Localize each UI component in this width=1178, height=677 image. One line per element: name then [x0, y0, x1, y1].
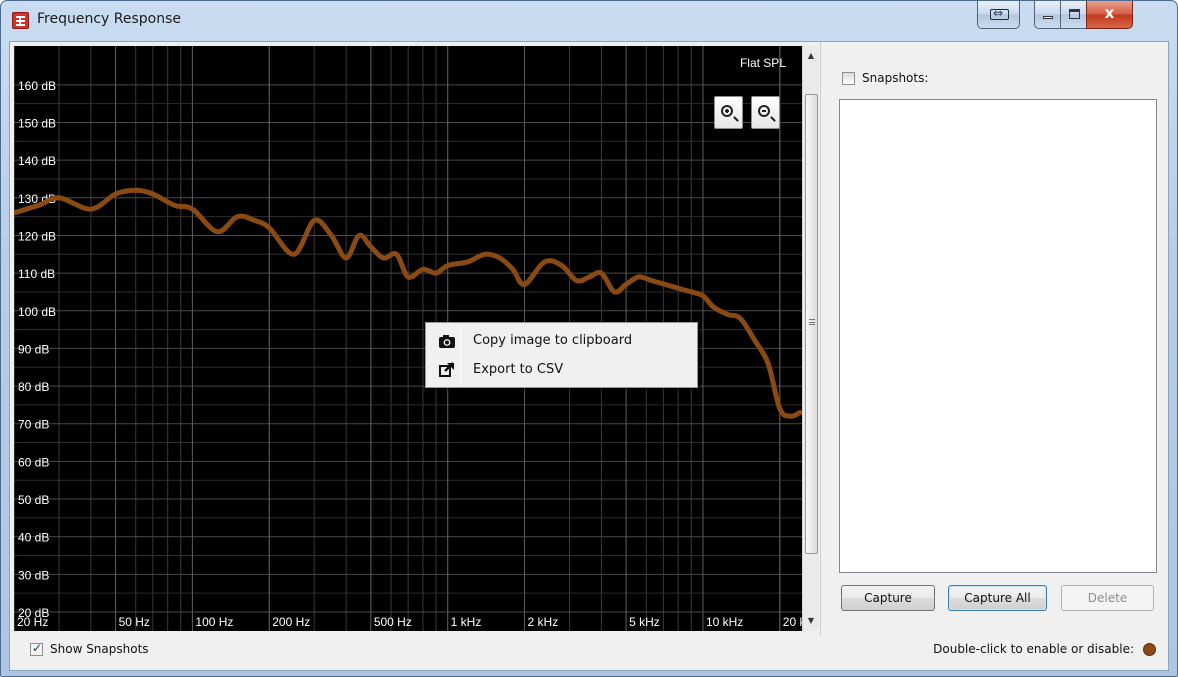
y-tick-label: 120 dB [18, 229, 56, 243]
y-tick-label: 60 dB [18, 455, 49, 469]
camera-icon [438, 332, 456, 350]
close-button[interactable]: x [1086, 1, 1133, 29]
snapshots-list[interactable] [839, 99, 1157, 573]
x-tick-label: 200 Hz [272, 615, 310, 629]
zoom-in-icon [721, 105, 733, 117]
scroll-up-arrow-icon[interactable]: ▲ [807, 51, 815, 60]
x-tick-label: 1 kHz [451, 615, 482, 629]
scroll-down-arrow-icon[interactable]: ▼ [807, 616, 815, 625]
minimize-icon [1043, 16, 1053, 19]
capture-all-button[interactable]: Capture All [948, 585, 1047, 611]
status-bar: Show Snapshots Double-click to enable or… [10, 638, 1168, 670]
y-tick-label: 90 dB [18, 342, 49, 356]
series-line [14, 187, 802, 419]
swap-button[interactable] [977, 1, 1020, 29]
y-tick-label: 110 dB [18, 267, 55, 281]
context-menu: Copy image to clipboard Export to CSV [425, 322, 698, 388]
trace-color-indicator[interactable] [1143, 643, 1156, 656]
menu-item-label: Copy image to clipboard [473, 333, 633, 348]
menu-item-label: Export to CSV [473, 362, 564, 377]
show-snapshots-checkbox[interactable] [30, 641, 43, 656]
maximize-button[interactable] [1060, 1, 1087, 29]
show-snapshots-label[interactable]: Show Snapshots [50, 642, 149, 656]
y-tick-label: 140 dB [18, 154, 56, 168]
zoom-out-button[interactable] [751, 96, 780, 129]
scrollbar-thumb[interactable] [805, 94, 818, 554]
y-tick-label: 80 dB [18, 380, 49, 394]
zoom-out-icon [758, 105, 770, 117]
y-tick-label: 150 dB [18, 116, 56, 130]
y-tick-label: 50 dB [18, 493, 49, 507]
grip-icon [809, 319, 815, 325]
menu-item-copy-image[interactable]: Copy image to clipboard [428, 327, 696, 355]
context-menu-icon-strip [460, 325, 461, 385]
y-tick-label: 30 dB [18, 568, 49, 582]
y-tick-label: 70 dB [18, 418, 49, 432]
x-tick-label: 5 kHz [629, 615, 660, 629]
snapshots-checkbox[interactable] [842, 72, 855, 85]
title-bar[interactable]: Frequency Response x [1, 1, 1177, 41]
window-title: Frequency Response [37, 11, 182, 27]
minimize-button[interactable] [1034, 1, 1061, 29]
delete-button[interactable]: Delete [1061, 585, 1154, 611]
client-area: 160 dB 150 dB 140 dB 130 dB 120 dB 110 dB 100 … [9, 41, 1169, 671]
y-tick-label: 20 dB [18, 606, 49, 620]
y-tick-label: 100 dB [18, 305, 56, 319]
x-tick-label: 2 kHz [528, 615, 559, 629]
capture-button[interactable]: Capture [841, 585, 935, 611]
close-icon: x [1104, 4, 1115, 22]
x-tick-label: 500 Hz [374, 615, 412, 629]
menu-item-export-csv[interactable]: Export to CSV [428, 356, 696, 384]
plot-vertical-scrollbar[interactable]: ▲ ▼ [802, 46, 819, 631]
maximize-icon [1069, 9, 1080, 19]
export-icon [438, 361, 456, 379]
panel-splitter[interactable] [820, 42, 821, 636]
x-tick-label: 50 Hz [119, 615, 150, 629]
y-tick-label: 40 dB [18, 531, 49, 545]
app-logo-icon [12, 12, 29, 29]
snapshots-label: Snapshots: [862, 71, 929, 85]
status-hint: Double-click to enable or disable: [933, 642, 1134, 656]
swap-icon [990, 6, 1009, 20]
x-tick-label: 20 Hz [17, 615, 48, 629]
x-tick-label: 10 kHz [706, 615, 743, 629]
zoom-in-button[interactable] [714, 96, 743, 129]
y-tick-label: 160 dB [18, 79, 56, 93]
frequency-response-plot[interactable]: 160 dB 150 dB 140 dB 130 dB 120 dB 110 dB 100 … [14, 46, 802, 631]
snapshots-panel: Snapshots: Capture Capture All Delete [828, 46, 1164, 631]
x-tick-label: 100 Hz [195, 615, 233, 629]
plot-mode-label: Flat SPL [740, 56, 786, 70]
x-tick-label: 20 kHz [783, 615, 802, 629]
